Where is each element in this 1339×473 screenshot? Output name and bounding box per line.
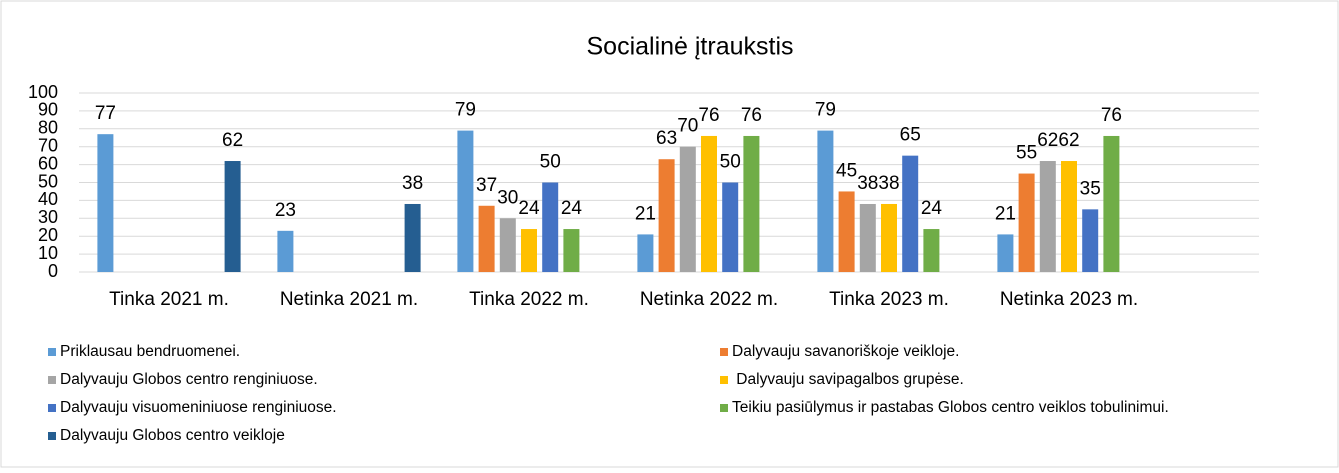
bar [97, 134, 114, 272]
x-tick-label: Netinka 2022 m. [640, 289, 778, 310]
legend-swatch [720, 348, 728, 356]
bar [404, 203, 421, 272]
data-label: 24 [921, 198, 943, 219]
legend-swatch [720, 376, 728, 384]
data-label: 38 [878, 173, 899, 194]
data-label: 21 [635, 203, 656, 224]
data-label: 76 [698, 105, 719, 126]
bar [563, 229, 580, 272]
data-label: 35 [1080, 178, 1101, 199]
data-label: 24 [561, 198, 583, 219]
data-label: 62 [222, 130, 243, 151]
bar [679, 146, 696, 272]
data-label: 76 [1101, 105, 1122, 126]
bar [722, 182, 739, 272]
data-label: 38 [402, 173, 423, 194]
legend-label: Dalyvauju savipagalbos grupėse. [732, 371, 964, 388]
y-tick-label: 80 [38, 118, 58, 138]
y-tick-label: 30 [38, 207, 58, 227]
data-label: 79 [455, 100, 476, 121]
bar [743, 135, 760, 272]
data-label: 77 [95, 103, 116, 124]
data-label: 55 [1016, 143, 1037, 164]
bar [817, 130, 834, 272]
bar [838, 191, 855, 272]
bar [859, 203, 876, 272]
data-label: 65 [900, 125, 921, 146]
x-tick-label: Tinka 2022 m. [469, 289, 589, 310]
data-label: 37 [476, 175, 497, 196]
bar [1082, 209, 1099, 272]
legend-label: Dalyvauju savanoriškoje veikloje. [732, 343, 959, 360]
data-label: 23 [275, 200, 296, 221]
y-tick-label: 10 [38, 243, 58, 263]
y-tick-label: 50 [38, 171, 58, 191]
data-label: 30 [497, 187, 518, 208]
data-label: 24 [518, 198, 540, 219]
data-label: 50 [720, 152, 741, 173]
chart-title: Socialinė įtraukstis [586, 33, 793, 61]
y-tick-label: 0 [48, 261, 58, 281]
bar [1061, 161, 1077, 272]
data-label: 50 [540, 152, 561, 173]
legend-swatch [48, 348, 56, 356]
data-label: 76 [741, 105, 762, 126]
legend-label: Teikiu pasiūlymus ir pastabas Globos cen… [732, 399, 1169, 416]
y-tick-label: 100 [28, 82, 58, 102]
bar [1018, 173, 1035, 272]
bar [658, 159, 675, 272]
legend-swatch [48, 404, 56, 412]
bar [542, 182, 559, 272]
bar [902, 155, 919, 272]
legend-label: Dalyvauju visuomeniniuose renginiuose. [60, 399, 337, 416]
legend-swatch [48, 376, 56, 384]
y-tick-label: 40 [38, 189, 58, 209]
bar [499, 218, 516, 272]
y-tick-label: 90 [38, 100, 58, 120]
bar [923, 229, 940, 272]
bar [1039, 161, 1056, 272]
y-tick-label: 20 [38, 225, 58, 245]
x-tick-label: Tinka 2023 m. [829, 289, 949, 310]
bar [701, 135, 717, 272]
x-tick-label: Tinka 2021 m. [109, 289, 229, 310]
x-tick-label: Netinka 2021 m. [280, 289, 418, 310]
bar [224, 161, 241, 272]
data-label: 63 [656, 128, 677, 149]
y-tick-label: 60 [38, 153, 58, 173]
data-label: 38 [857, 173, 878, 194]
data-label: 62 [1058, 130, 1079, 151]
bar [881, 203, 897, 272]
bar [521, 229, 537, 272]
bar [997, 234, 1014, 272]
bar [637, 234, 654, 272]
y-tick-label: 70 [38, 135, 58, 155]
data-label: 70 [677, 116, 698, 137]
bar [457, 130, 474, 272]
data-label: 79 [815, 100, 836, 121]
data-label: 62 [1037, 130, 1058, 151]
legend-label: Dalyvauju Globos centro renginiuose. [60, 371, 318, 388]
legend-label: Priklausau bendruomenei. [60, 343, 240, 360]
bar [1103, 135, 1120, 272]
bar [277, 230, 294, 272]
legend-label: Dalyvauju Globos centro veikloje [60, 427, 285, 444]
x-tick-label: Netinka 2023 m. [1000, 289, 1138, 310]
data-label: 21 [995, 203, 1016, 224]
data-label: 45 [836, 160, 857, 181]
legend-swatch [48, 432, 56, 440]
bar [478, 205, 495, 272]
legend-swatch [720, 404, 728, 412]
